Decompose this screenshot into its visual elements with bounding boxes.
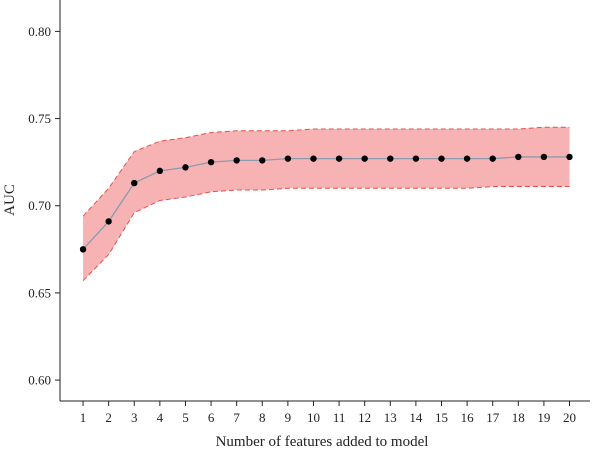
- data-point: [463, 155, 471, 162]
- x-tick-label: 20: [563, 410, 576, 425]
- x-tick-label: 2: [105, 410, 112, 425]
- data-point: [105, 218, 112, 225]
- data-point: [335, 155, 343, 162]
- x-tick-label: 15: [435, 410, 448, 425]
- x-tick-label: 11: [333, 410, 346, 425]
- data-point: [79, 246, 87, 253]
- y-tick-label: 0.65: [28, 285, 51, 300]
- data-point: [182, 164, 189, 171]
- data-point: [515, 153, 522, 161]
- x-axis-title: Number of features added to model: [216, 434, 429, 450]
- data-point: [387, 155, 394, 162]
- data-point: [131, 179, 138, 187]
- x-tick-label: 18: [512, 410, 525, 425]
- auc-mean-line: [82, 156, 570, 250]
- data-point: [412, 155, 420, 162]
- x-tick-label: 16: [461, 410, 475, 425]
- x-tick-label: 12: [358, 410, 371, 425]
- y-axis-title: AUC: [2, 184, 18, 216]
- axes: 0.600.650.700.750.801 2 3 4 5 6 7 8 9 10 11 12 13 14 1…: [28, 0, 590, 425]
- data-point: [259, 157, 266, 164]
- x-tick-label: 14: [409, 410, 423, 425]
- x-tick-label: 8: [259, 410, 266, 425]
- data-point: [310, 155, 317, 162]
- x-tick-label: 3: [131, 410, 138, 425]
- x-tick-label: 10: [307, 410, 320, 425]
- y-tick-label: 0.80: [28, 24, 51, 39]
- data-point: [284, 155, 292, 162]
- data-point: [361, 155, 368, 162]
- y-tick-label: 0.75: [28, 111, 51, 126]
- data-point: [540, 153, 548, 161]
- data-point: [207, 158, 215, 166]
- y-tick-label: 0.70: [28, 198, 51, 213]
- x-tick-label: 7: [233, 410, 240, 425]
- x-tick-label: 17: [486, 410, 500, 425]
- x-tick-label: 4: [157, 410, 164, 425]
- x-tick-label: 5: [182, 410, 189, 425]
- data-point: [438, 155, 445, 162]
- x-tick-label: 6: [208, 410, 215, 425]
- data-point: [566, 153, 573, 161]
- upper-bound-line: [82, 126, 570, 217]
- y-tick-label: 0.60: [28, 373, 51, 388]
- data-point: [489, 155, 496, 162]
- lower-bound-line: [82, 186, 570, 282]
- x-tick-label: 19: [537, 410, 550, 425]
- plot-area: [79, 126, 573, 282]
- x-tick-label: 1: [80, 410, 87, 425]
- data-point: [233, 157, 240, 164]
- data-point: [156, 167, 164, 175]
- x-tick-label: 13: [384, 410, 397, 425]
- confidence-band: [83, 127, 570, 281]
- x-tick-label: 9: [285, 410, 292, 425]
